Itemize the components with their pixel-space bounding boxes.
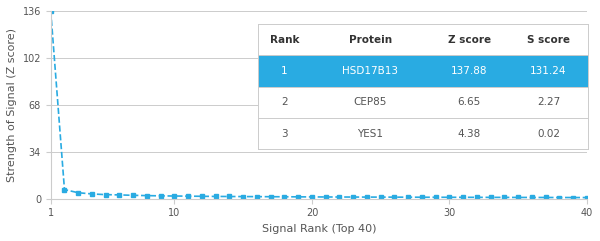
Text: 131.24: 131.24 (530, 66, 566, 76)
Text: Z score: Z score (448, 35, 491, 45)
Text: 1: 1 (281, 66, 288, 76)
Text: 4.38: 4.38 (458, 129, 481, 139)
Text: HSD17B13: HSD17B13 (342, 66, 398, 76)
Text: Rank: Rank (269, 35, 299, 45)
Text: S score: S score (527, 35, 570, 45)
Text: 6.65: 6.65 (458, 97, 481, 107)
Text: 2.27: 2.27 (537, 97, 560, 107)
Text: 137.88: 137.88 (451, 66, 487, 76)
Text: CEP85: CEP85 (353, 97, 387, 107)
Text: YES1: YES1 (357, 129, 383, 139)
Text: 3: 3 (281, 129, 288, 139)
X-axis label: Signal Rank (Top 40): Signal Rank (Top 40) (262, 224, 376, 234)
Text: Protein: Protein (349, 35, 392, 45)
Text: 2: 2 (281, 97, 288, 107)
Y-axis label: Strength of Signal (Z score): Strength of Signal (Z score) (7, 28, 17, 182)
Text: 0.02: 0.02 (537, 129, 560, 139)
